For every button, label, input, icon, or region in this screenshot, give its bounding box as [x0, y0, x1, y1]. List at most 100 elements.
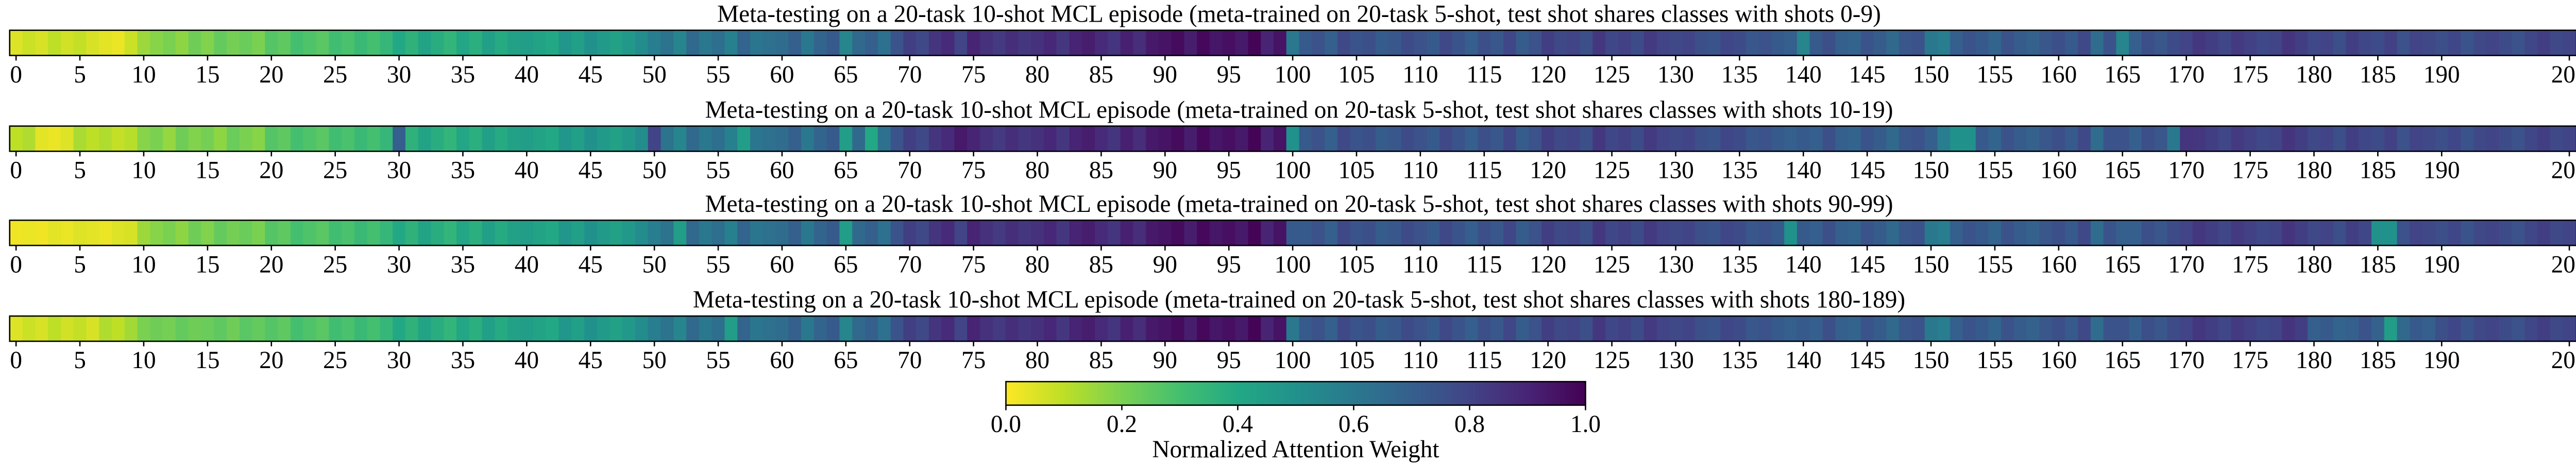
heat-cell — [150, 316, 164, 341]
x-tick-label: 170 — [2168, 61, 2205, 88]
heat-cell — [916, 316, 929, 341]
heat-cell — [1312, 220, 1326, 246]
heat-cell — [609, 126, 623, 152]
heat-cell — [1592, 30, 1606, 56]
heat-cell — [1465, 30, 1479, 56]
x-tick-label: 0 — [10, 347, 22, 374]
heat-cell — [750, 316, 764, 341]
heat-cell — [852, 126, 866, 152]
heat-cell — [673, 220, 687, 246]
heat-cell — [1924, 220, 1938, 246]
x-tick-label: 80 — [1025, 251, 1049, 278]
heat-cell — [2448, 316, 2462, 341]
x-tick-label: 40 — [515, 157, 539, 184]
heat-cell — [1835, 30, 1849, 56]
x-tick-label: 50 — [642, 157, 667, 184]
heat-cell — [1133, 126, 1147, 152]
heat-cell — [609, 220, 623, 246]
heat-cell — [1452, 30, 1466, 56]
heat-cell — [1095, 220, 1108, 246]
heat-cell — [826, 126, 840, 152]
heat-cell — [1733, 126, 1747, 152]
heat-cell — [367, 30, 381, 56]
heat-cell — [214, 30, 228, 56]
heat-cell — [2218, 126, 2232, 152]
heat-cell — [2512, 316, 2526, 341]
heat-cell — [2371, 126, 2385, 152]
heat-cell — [2014, 30, 2027, 56]
heat-cell — [2422, 30, 2436, 56]
heat-cell — [1401, 30, 1415, 56]
heat-cell — [1107, 316, 1121, 341]
x-tick-label: 165 — [2104, 61, 2141, 88]
heat-cell — [2473, 220, 2487, 246]
heat-cell — [877, 220, 891, 246]
heat-cell — [1758, 220, 1772, 246]
heat-cell — [342, 30, 355, 56]
heat-cell — [2486, 126, 2500, 152]
heat-cell — [1325, 126, 1338, 152]
heat-cell — [1337, 126, 1351, 152]
heat-cell — [2410, 30, 2424, 56]
heat-cell — [1937, 316, 1951, 341]
heat-cell — [2359, 126, 2372, 152]
heat-cell — [214, 126, 228, 152]
heat-cell — [2116, 126, 2130, 152]
heat-cell — [2001, 220, 2015, 246]
chart-title: Meta-testing on a 20-task 10-shot MCL ep… — [705, 96, 1893, 123]
heat-cell — [99, 30, 112, 56]
x-tick-label: 35 — [451, 61, 475, 88]
x-tick-label: 0 — [10, 61, 22, 88]
heat-cell — [2308, 220, 2321, 246]
heat-cell — [1312, 30, 1326, 56]
heat-cell — [928, 126, 942, 152]
heat-cell — [546, 220, 560, 246]
x-tick-label: 75 — [961, 61, 986, 88]
heat-cell — [520, 220, 534, 246]
heat-cell — [1184, 220, 1198, 246]
heat-cell — [2256, 220, 2270, 246]
heat-cell — [1478, 30, 1492, 56]
heat-cell — [444, 126, 457, 152]
heat-cell — [22, 30, 36, 56]
heat-cell — [2397, 126, 2411, 152]
heat-cell — [2078, 30, 2091, 56]
x-tick-label: (Test) — [2575, 61, 2576, 88]
x-tick-label: 100 — [1275, 347, 1311, 374]
heat-cell — [2512, 126, 2526, 152]
heat-cell — [1184, 30, 1198, 56]
heat-cell — [2410, 220, 2424, 246]
heat-cell — [1248, 316, 1262, 341]
heat-cell — [1592, 126, 1606, 152]
x-tick-label: 10 — [131, 61, 156, 88]
heat-cell — [980, 126, 993, 152]
heat-cell — [1363, 30, 1377, 56]
heat-cell — [648, 30, 662, 56]
heat-cell — [1797, 30, 1810, 56]
heat-cell — [1069, 220, 1083, 246]
heat-cell — [1235, 30, 1249, 56]
heat-cell — [2026, 126, 2040, 152]
heat-cell — [520, 316, 534, 341]
heat-cell — [2090, 126, 2104, 152]
heat-cell — [1797, 220, 1810, 246]
heat-cell — [1516, 316, 1530, 341]
heat-cell — [2473, 30, 2487, 56]
heat-cell — [635, 30, 649, 56]
heat-cell — [1860, 126, 1874, 152]
x-tick-label: 155 — [1977, 61, 2013, 88]
x-tick-label: 50 — [642, 251, 667, 278]
heat-cell — [48, 30, 61, 56]
x-tick-label: 20 — [259, 347, 283, 374]
heat-cell — [2295, 220, 2309, 246]
heat-cell — [2422, 126, 2436, 152]
heat-cell — [60, 316, 74, 341]
x-tick-label: 70 — [897, 61, 922, 88]
heat-cell — [609, 316, 623, 341]
heat-cell — [2308, 316, 2321, 341]
x-tick-label: 105 — [1338, 347, 1375, 374]
heat-cell — [2295, 30, 2309, 56]
heat-cell — [1516, 30, 1530, 56]
heat-cell — [980, 220, 993, 246]
heat-cell — [788, 220, 802, 246]
